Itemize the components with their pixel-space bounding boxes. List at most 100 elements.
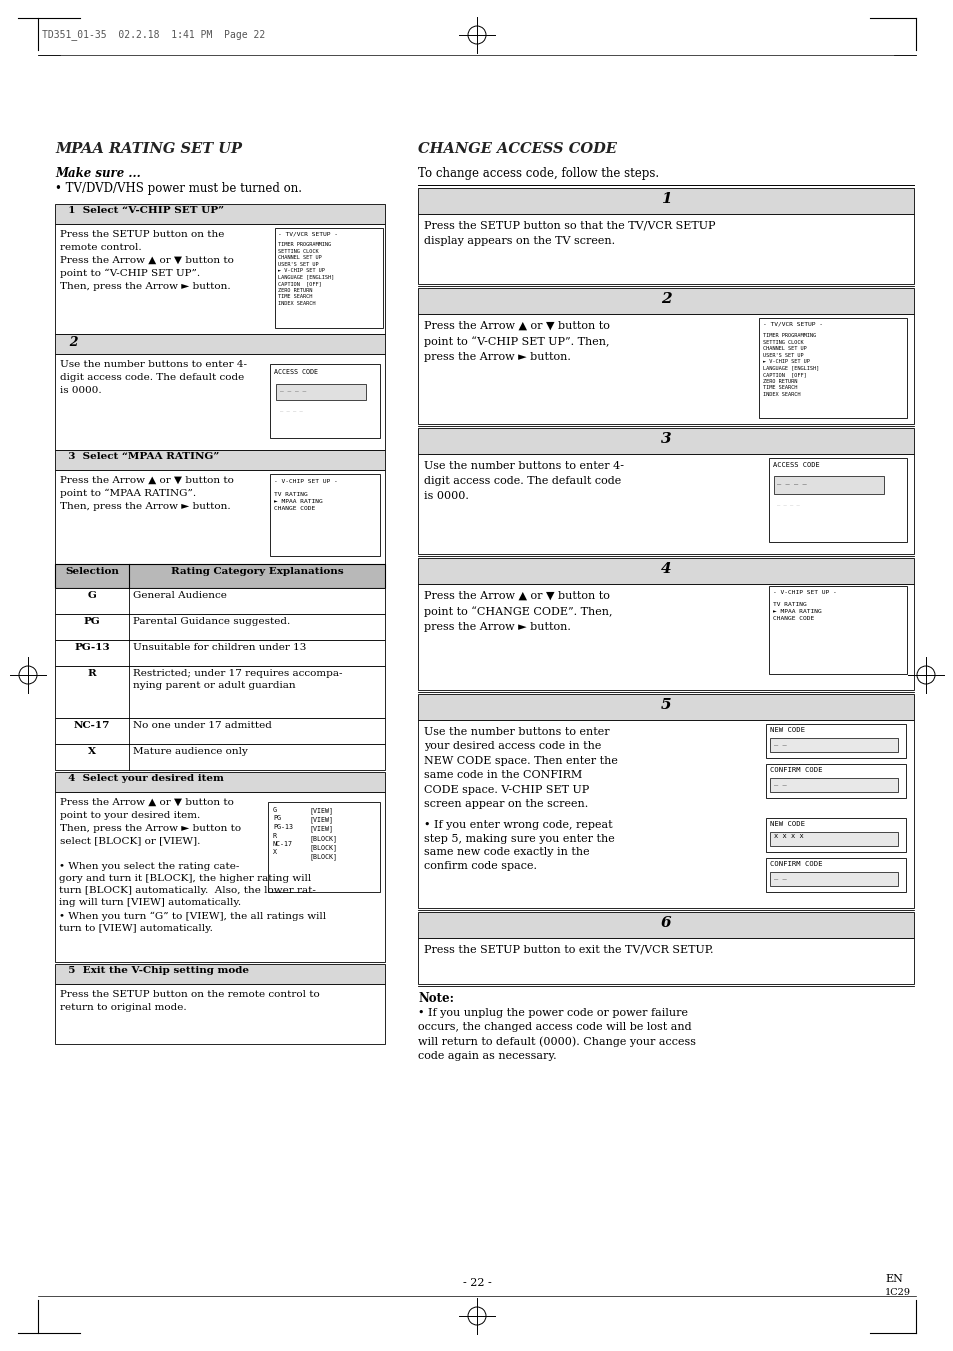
Bar	[55, 204, 385, 224]
Text: CHANGE ACCESS CODE: CHANGE ACCESS CODE	[417, 142, 617, 155]
Text: 1C29: 1C29	[884, 1288, 910, 1297]
Text: 2: 2	[61, 336, 78, 349]
Bar	[275, 384, 366, 400]
Text: - V-CHIP SET UP -: - V-CHIP SET UP -	[772, 590, 836, 594]
Text: Mature audience only: Mature audience only	[132, 747, 248, 757]
Bar	[417, 188, 913, 213]
Bar	[765, 817, 905, 852]
Bar	[55, 984, 385, 1044]
Bar	[417, 428, 913, 454]
Text: • If you unplug the power code or power failure
occurs, the changed access code : • If you unplug the power code or power …	[417, 1008, 696, 1061]
Bar	[55, 563, 385, 588]
Text: NEW CODE: NEW CODE	[769, 727, 804, 734]
Text: Restricted; under 17 requires accompa-
nying parent or adult guardian: Restricted; under 17 requires accompa- n…	[132, 669, 342, 690]
Text: NC-17: NC-17	[73, 721, 111, 730]
Text: PG-13: PG-13	[74, 643, 110, 653]
Bar	[417, 558, 913, 584]
Bar	[270, 363, 379, 438]
Bar	[55, 470, 385, 563]
Bar	[55, 771, 385, 792]
Bar	[55, 965, 385, 984]
Text: Rating Category Explanations: Rating Category Explanations	[171, 567, 343, 576]
Text: No one under 17 admitted: No one under 17 admitted	[132, 721, 272, 730]
Bar	[417, 938, 913, 984]
Text: - TV/VCR SETUP -: - TV/VCR SETUP -	[762, 322, 822, 327]
Text: 5  Exit the V-Chip setting mode: 5 Exit the V-Chip setting mode	[61, 966, 249, 975]
Text: NEW CODE: NEW CODE	[769, 821, 804, 827]
Text: • If you enter wrong code, repeat
step 5, making sure you enter the
same new cod: • If you enter wrong code, repeat step 5…	[423, 820, 614, 871]
Text: General Audience: General Audience	[132, 590, 227, 600]
Text: Press the Arrow ▲ or ▼ button to
point to “CHANGE CODE”. Then,
press the Arrow ►: Press the Arrow ▲ or ▼ button to point t…	[423, 590, 612, 632]
Text: TIMER PROGRAMMING
SETTING CLOCK
CHANNEL SET UP
USER'S SET UP
► V-CHIP SET UP
LAN: TIMER PROGRAMMING SETTING CLOCK CHANNEL …	[277, 242, 334, 305]
Text: _ _ _ _: _ _ _ _	[776, 478, 806, 484]
Text: Press the SETUP button on the remote control to
return to original mode.: Press the SETUP button on the remote con…	[60, 990, 319, 1012]
Text: x x x x: x x x x	[773, 834, 803, 839]
Text: Use the number buttons to enter 4-
digit access code. The default code
is 0000.: Use the number buttons to enter 4- digit…	[423, 461, 623, 501]
Text: Use the number buttons to enter 4-
digit access code. The default code
is 0000.: Use the number buttons to enter 4- digit…	[60, 359, 247, 394]
Text: 3: 3	[660, 432, 671, 446]
Text: G
PG
PG-13
R
NC-17
X: G PG PG-13 R NC-17 X	[273, 807, 293, 855]
Bar	[55, 666, 385, 717]
Text: Press the Arrow ▲ or ▼ button to
point to “MPAA RATING”.
Then, press the Arrow ►: Press the Arrow ▲ or ▼ button to point t…	[60, 476, 233, 511]
Bar	[417, 720, 913, 908]
Text: Note:: Note:	[417, 992, 454, 1005]
Text: ACCESS CODE: ACCESS CODE	[274, 369, 317, 376]
Bar	[765, 858, 905, 892]
Bar	[55, 792, 385, 962]
Text: TV RATING
► MPAA RATING
CHANGE CODE: TV RATING ► MPAA RATING CHANGE CODE	[772, 603, 821, 621]
Bar	[274, 228, 382, 328]
Bar	[417, 213, 913, 284]
Bar	[268, 802, 379, 892]
Bar	[773, 476, 883, 494]
Bar	[55, 450, 385, 470]
Text: 4  Select your desired item: 4 Select your desired item	[61, 774, 224, 784]
Text: PG: PG	[84, 617, 100, 626]
Text: - TV/VCR SETUP -: - TV/VCR SETUP -	[277, 232, 337, 236]
Text: CONFIRM CODE: CONFIRM CODE	[769, 767, 821, 773]
Text: Press the Arrow ▲ or ▼ button to
point to “V-CHIP SET UP”. Then,
press the Arrow: Press the Arrow ▲ or ▼ button to point t…	[423, 322, 609, 362]
Bar	[768, 586, 906, 674]
Text: To change access code, follow the steps.: To change access code, follow the steps.	[417, 168, 659, 180]
Bar	[55, 354, 385, 450]
Bar	[55, 640, 385, 666]
Text: G: G	[88, 590, 96, 600]
Text: Selection: Selection	[65, 567, 119, 576]
Bar	[417, 454, 913, 554]
Text: TIMER PROGRAMMING
SETTING CLOCK
CHANNEL SET UP
USER'S SET UP
► V-CHIP SET UP
LAN: TIMER PROGRAMMING SETTING CLOCK CHANNEL …	[762, 332, 819, 397]
Text: _ _ _ _: _ _ _ _	[280, 386, 306, 390]
Bar	[417, 313, 913, 424]
Text: 4: 4	[660, 562, 671, 576]
Text: 2: 2	[660, 292, 671, 305]
Text: ACCESS CODE: ACCESS CODE	[772, 462, 819, 467]
Bar	[769, 871, 897, 886]
Text: Make sure ...: Make sure ...	[55, 168, 141, 180]
Bar	[55, 744, 385, 770]
Bar	[55, 717, 385, 744]
Text: Press the Arrow ▲ or ▼ button to
point to your desired item.
Then, press the Arr: Press the Arrow ▲ or ▼ button to point t…	[60, 798, 241, 846]
Bar	[759, 317, 906, 417]
Text: TD351_01-35  02.2.18  1:41 PM  Page 22: TD351_01-35 02.2.18 1:41 PM Page 22	[42, 30, 265, 41]
Bar	[768, 458, 906, 542]
Text: X: X	[88, 747, 96, 757]
Text: [VIEW]
[VIEW]
[VIEW]
[BLOCK]
[BLOCK]
[BLOCK]: [VIEW] [VIEW] [VIEW] [BLOCK] [BLOCK] [BL…	[310, 807, 337, 861]
Bar	[417, 912, 913, 938]
Text: - V-CHIP SET UP -: - V-CHIP SET UP -	[274, 480, 337, 484]
Bar	[55, 224, 385, 334]
Text: Parental Guidance suggested.: Parental Guidance suggested.	[132, 617, 290, 626]
Text: - 22 -: - 22 -	[462, 1278, 491, 1288]
Bar	[769, 778, 897, 792]
Text: EN: EN	[884, 1274, 902, 1283]
Text: Use the number buttons to enter
your desired access code in the
NEW CODE space. : Use the number buttons to enter your des…	[423, 727, 618, 809]
Text: _ _: _ _	[773, 739, 786, 744]
Bar	[769, 738, 897, 753]
Bar	[55, 334, 385, 354]
Text: • TV/DVD/VHS power must be turned on.: • TV/DVD/VHS power must be turned on.	[55, 182, 302, 195]
Text: 3  Select “MPAA RATING”: 3 Select “MPAA RATING”	[61, 453, 219, 461]
Text: Press the SETUP button so that the TV/VCR SETUP
display appears on the TV screen: Press the SETUP button so that the TV/VC…	[423, 222, 715, 246]
Bar	[55, 588, 385, 613]
Bar	[55, 613, 385, 640]
Text: _ _ _ _: _ _ _ _	[776, 500, 799, 505]
Text: 5: 5	[660, 698, 671, 712]
Text: MPAA RATING SET UP: MPAA RATING SET UP	[55, 142, 242, 155]
Text: 1  Select “V-CHIP SET UP”: 1 Select “V-CHIP SET UP”	[61, 205, 224, 215]
